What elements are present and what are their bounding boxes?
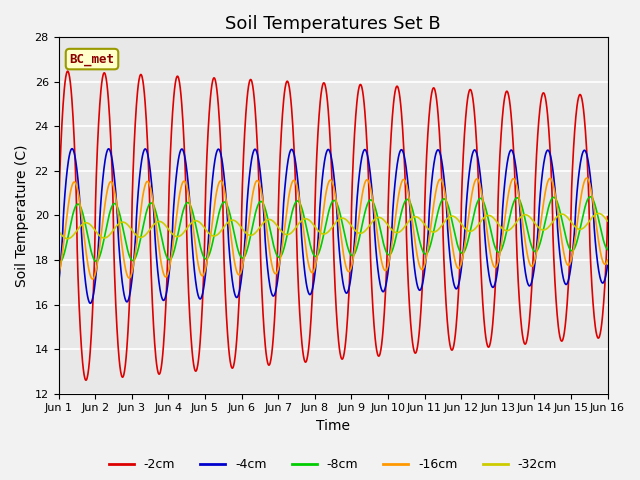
Text: BC_met: BC_met bbox=[70, 53, 115, 66]
-4cm bbox=[177, 146, 185, 152]
Y-axis label: Soil Temperature (C): Soil Temperature (C) bbox=[15, 144, 29, 287]
-4cm bbox=[68, 146, 76, 152]
-4cm bbox=[539, 166, 547, 171]
-16cm bbox=[239, 264, 246, 270]
-4cm bbox=[239, 264, 246, 269]
-2cm bbox=[82, 377, 90, 383]
-4cm bbox=[54, 281, 62, 287]
-2cm bbox=[491, 296, 499, 301]
-32cm bbox=[490, 216, 498, 222]
Line: -32cm: -32cm bbox=[58, 214, 607, 239]
-4cm bbox=[86, 300, 94, 306]
-8cm bbox=[490, 241, 498, 247]
-32cm bbox=[539, 227, 547, 233]
X-axis label: Time: Time bbox=[316, 419, 350, 433]
-16cm bbox=[582, 175, 590, 181]
Line: -8cm: -8cm bbox=[58, 197, 607, 262]
-8cm bbox=[239, 255, 246, 261]
-4cm bbox=[419, 279, 427, 285]
-8cm bbox=[54, 259, 62, 264]
-32cm bbox=[239, 226, 246, 232]
-32cm bbox=[64, 236, 72, 241]
-32cm bbox=[419, 219, 426, 225]
-2cm bbox=[177, 96, 185, 102]
-16cm bbox=[419, 266, 426, 272]
-16cm bbox=[490, 264, 498, 270]
Legend: -2cm, -4cm, -8cm, -16cm, -32cm: -2cm, -4cm, -8cm, -16cm, -32cm bbox=[104, 453, 562, 476]
-2cm bbox=[54, 224, 62, 229]
-2cm bbox=[604, 214, 611, 219]
-2cm bbox=[64, 68, 72, 74]
-16cm bbox=[177, 185, 185, 191]
-8cm bbox=[586, 194, 594, 200]
-4cm bbox=[491, 282, 499, 288]
-2cm bbox=[164, 240, 172, 246]
-2cm bbox=[419, 272, 427, 277]
-32cm bbox=[595, 211, 602, 216]
-8cm bbox=[604, 247, 611, 252]
Title: Soil Temperatures Set B: Soil Temperatures Set B bbox=[225, 15, 441, 33]
Line: -2cm: -2cm bbox=[58, 71, 607, 380]
-8cm bbox=[56, 259, 63, 265]
-32cm bbox=[54, 228, 62, 234]
-32cm bbox=[177, 232, 185, 238]
Line: -16cm: -16cm bbox=[58, 178, 607, 279]
-32cm bbox=[604, 218, 611, 224]
-2cm bbox=[239, 171, 246, 177]
-2cm bbox=[539, 90, 547, 96]
-16cm bbox=[89, 276, 97, 282]
-16cm bbox=[164, 272, 172, 277]
-16cm bbox=[54, 273, 62, 278]
-4cm bbox=[604, 263, 611, 268]
-8cm bbox=[164, 255, 172, 261]
-8cm bbox=[539, 230, 547, 236]
-32cm bbox=[164, 225, 172, 231]
-8cm bbox=[177, 216, 185, 222]
-16cm bbox=[539, 206, 547, 212]
-16cm bbox=[604, 257, 611, 263]
-4cm bbox=[164, 280, 172, 286]
-8cm bbox=[419, 247, 426, 253]
Line: -4cm: -4cm bbox=[58, 149, 607, 303]
